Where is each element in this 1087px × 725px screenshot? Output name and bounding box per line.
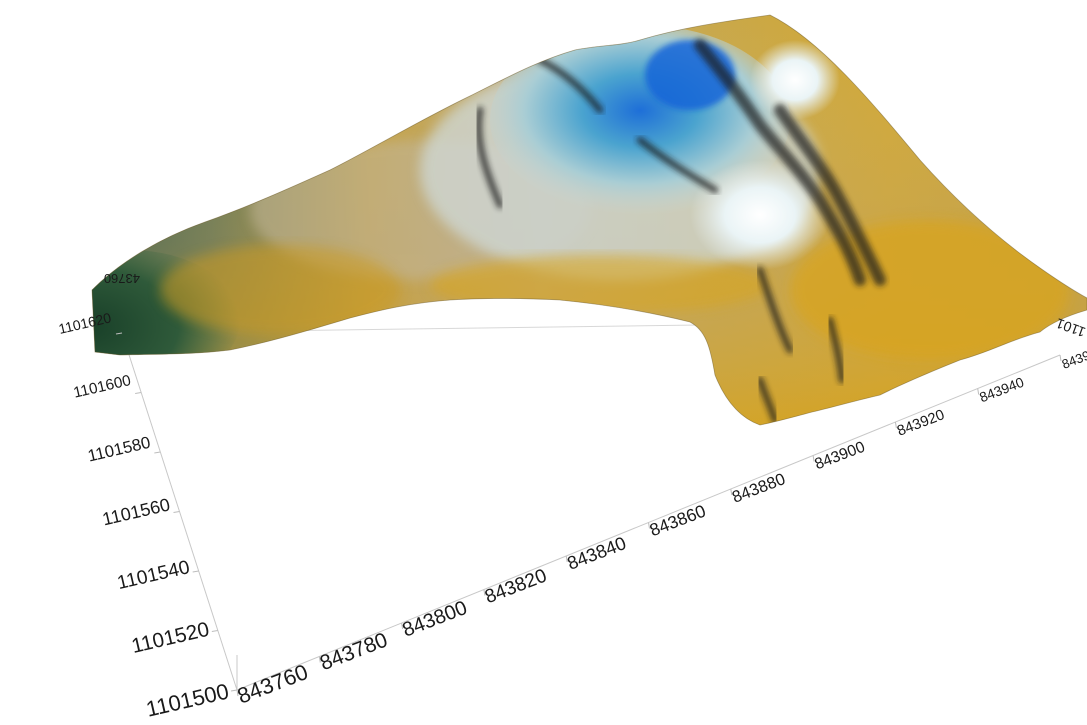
shadow-ridge	[694, 39, 866, 286]
shadow-ridge	[756, 376, 779, 424]
shadow-ridge	[826, 316, 846, 384]
shadow-ridge	[475, 106, 504, 209]
y-tick-label: 1101540	[115, 557, 191, 594]
ochre-west	[160, 245, 400, 335]
x-tick-mark	[812, 455, 815, 462]
x-tick-mark	[483, 589, 486, 596]
x-tick-mark	[236, 689, 239, 697]
white-highlight	[690, 160, 830, 270]
x-tick-label: 843820	[482, 566, 550, 609]
y-tick-label: 1101600	[72, 372, 133, 402]
shadow-ridge	[536, 56, 604, 114]
x-tick-label: 843780	[317, 628, 391, 675]
x-tick-mark	[401, 622, 404, 630]
shadow-ridge	[774, 104, 886, 286]
x-tick-mark	[977, 388, 980, 395]
y-tick-mark	[173, 511, 180, 513]
y-tick-label: 1101580	[86, 433, 152, 466]
y-tick-mark	[211, 630, 218, 632]
y-tick-label: 1101520	[129, 618, 211, 658]
x-tick-mark	[318, 656, 321, 663]
x-tick-mark	[894, 421, 897, 429]
terrain-surface	[91, 14, 1087, 426]
x-tick-label: 843880	[729, 469, 788, 507]
surface-shading	[92, 15, 1087, 425]
back-axis-label: 1101	[1054, 315, 1087, 340]
shadow-ridge	[636, 136, 719, 194]
x-tick-label: 843800	[400, 597, 471, 642]
x-tick-label: 843840	[564, 532, 629, 574]
y-tick-mark	[135, 392, 142, 394]
x-tick-label: 843900	[812, 439, 867, 474]
y-tick-label: 1101500	[144, 679, 231, 722]
y-tick-mark	[192, 570, 199, 573]
x-tick-mark	[1059, 354, 1062, 362]
x-tick-label: 843860	[647, 501, 709, 541]
white-highlight-north	[750, 40, 840, 120]
surface-edge	[91, 14, 1087, 426]
x-tick-label: 843960	[1060, 342, 1087, 372]
shadow-ridge	[756, 266, 794, 354]
x-tick-label: 843760	[234, 659, 312, 709]
x-tick-mark	[730, 488, 733, 496]
y-tick-mark	[115, 332, 123, 335]
ochre-east	[790, 220, 1070, 360]
x-tick-mark	[648, 522, 650, 529]
x-tick-mark	[565, 555, 568, 563]
y-tick-mark	[154, 451, 161, 454]
back-axis-label: 43760	[104, 271, 140, 286]
y-tick-label: 1101560	[100, 494, 171, 529]
ochre-front	[430, 255, 770, 315]
y-tick-mark	[230, 689, 238, 692]
